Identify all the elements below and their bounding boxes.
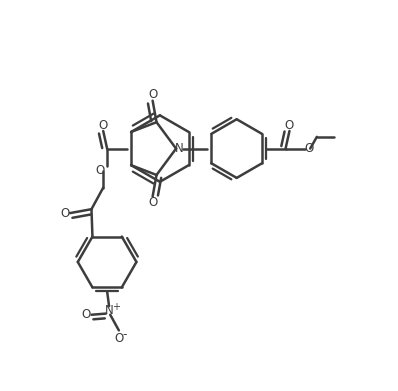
Text: -: - (123, 328, 127, 341)
Text: O: O (96, 163, 105, 177)
Text: N: N (175, 142, 183, 155)
Text: O: O (82, 308, 91, 321)
Text: O: O (285, 119, 294, 133)
Text: O: O (148, 196, 157, 209)
Text: O: O (304, 142, 314, 155)
Text: O: O (99, 119, 108, 133)
Text: O: O (114, 332, 123, 345)
Text: O: O (148, 88, 157, 101)
Text: O: O (60, 206, 70, 220)
Text: N: N (105, 304, 113, 317)
Text: +: + (112, 302, 120, 312)
